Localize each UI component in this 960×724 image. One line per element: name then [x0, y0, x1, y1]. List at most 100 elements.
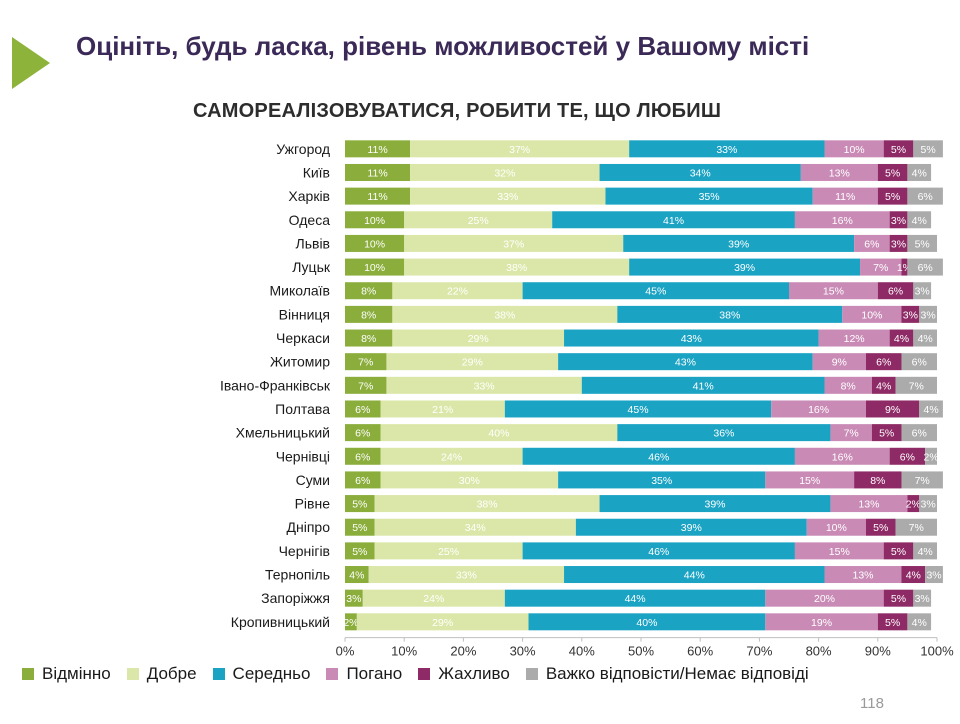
data-label: 9%	[832, 357, 847, 369]
bar-segment	[345, 542, 375, 560]
data-label: 3%	[903, 309, 918, 321]
category-label: Тернопіль	[265, 567, 330, 583]
bar-segment	[901, 305, 920, 323]
data-label: 7%	[915, 475, 930, 487]
data-label: 33%	[456, 570, 477, 582]
bar-segment	[907, 613, 932, 631]
bar-segment	[345, 187, 411, 205]
x-tick-label: 50%	[628, 644, 654, 659]
bar-segment	[913, 282, 932, 300]
data-label: 5%	[879, 428, 894, 440]
bar-segment	[925, 447, 937, 465]
bar-segment	[386, 376, 582, 394]
category-label: Хмельницький	[236, 425, 330, 441]
data-label: 5%	[921, 144, 936, 156]
bar-segment	[522, 282, 789, 300]
legend-label: Погано	[346, 664, 403, 683]
data-label: 11%	[367, 144, 387, 156]
bar-segment	[380, 471, 559, 489]
data-label: 12%	[844, 333, 865, 345]
data-label: 41%	[663, 215, 684, 227]
x-tick-label: 100%	[920, 644, 954, 659]
bar-segment	[907, 495, 920, 513]
category-label: Львів	[296, 235, 330, 251]
category-label: Суми	[296, 472, 330, 488]
data-label: 5%	[915, 238, 930, 250]
bar-segment	[528, 613, 766, 631]
data-label: 2%	[343, 617, 358, 629]
data-label: 5%	[352, 499, 367, 511]
legend-item: Важко відповісти/Немає відповіді	[525, 664, 809, 684]
bar-segment	[889, 329, 914, 347]
data-label: 21%	[432, 404, 453, 416]
bar-segment	[410, 187, 606, 205]
data-label: 8%	[361, 286, 376, 298]
data-label: 6%	[864, 238, 879, 250]
data-label: 5%	[873, 522, 888, 534]
data-label: 15%	[829, 546, 850, 558]
data-label: 33%	[716, 144, 737, 156]
bar-segment	[345, 282, 393, 300]
category-label: Полтава	[275, 401, 330, 417]
bar-segment	[575, 518, 807, 536]
data-label: 7%	[844, 428, 859, 440]
x-tick-label: 20%	[450, 644, 476, 659]
legend-label: Середньо	[232, 664, 311, 683]
data-label: 13%	[829, 167, 850, 179]
category-label: Харків	[288, 188, 330, 204]
bar-segment	[410, 140, 630, 158]
bar-segment	[345, 163, 411, 181]
bar-segment	[564, 329, 819, 347]
data-label: 3%	[915, 286, 930, 298]
data-label: 10%	[844, 144, 865, 156]
data-label: 44%	[625, 593, 646, 605]
x-tick-label: 30%	[510, 644, 536, 659]
data-label: 38%	[506, 262, 527, 274]
data-label: 7%	[909, 522, 924, 534]
data-label: 33%	[497, 191, 518, 203]
bar-segment	[404, 211, 553, 229]
bar-segment	[504, 589, 766, 607]
bar-segment	[629, 140, 825, 158]
data-label: 43%	[681, 333, 702, 345]
data-label: 25%	[468, 215, 489, 227]
category-label: Житомир	[270, 354, 330, 370]
bar-segment	[865, 518, 896, 536]
data-label: 13%	[858, 499, 879, 511]
data-label: 5%	[885, 191, 900, 203]
legend-label: Важко відповісти/Немає відповіді	[545, 664, 809, 683]
data-label: 4%	[912, 167, 927, 179]
data-label: 6%	[355, 428, 370, 440]
data-label: 6%	[876, 357, 891, 369]
data-label: 4%	[923, 404, 938, 416]
bar-segment	[380, 400, 505, 418]
data-label: 5%	[891, 546, 906, 558]
bar-segment	[380, 424, 618, 442]
slide-title: Оцініть, будь ласка, рівень можливостей …	[76, 31, 810, 61]
bar-segment	[345, 471, 381, 489]
data-label: 3%	[926, 570, 941, 582]
bar-segment	[356, 613, 529, 631]
data-label: 33%	[474, 380, 495, 392]
data-label: 4%	[876, 380, 891, 392]
bar-segment	[564, 566, 825, 584]
data-label: 4%	[912, 215, 927, 227]
data-label: 8%	[841, 380, 856, 392]
bar-segment	[889, 211, 908, 229]
data-label: 4%	[912, 617, 927, 629]
legend-swatch	[212, 668, 225, 680]
data-label: 35%	[651, 475, 672, 487]
data-label: 46%	[648, 451, 669, 463]
bar-segment	[617, 305, 843, 323]
data-label: 41%	[693, 380, 714, 392]
bar-segment	[907, 163, 932, 181]
bar-segment	[345, 376, 387, 394]
legend-swatch	[126, 668, 139, 680]
data-label: 16%	[808, 404, 829, 416]
data-label: 39%	[734, 262, 755, 274]
data-label: 8%	[361, 333, 376, 345]
data-label: 38%	[477, 499, 498, 511]
bar-segment	[362, 589, 505, 607]
category-label: Вінниця	[279, 306, 330, 322]
bar-segment	[345, 258, 405, 276]
